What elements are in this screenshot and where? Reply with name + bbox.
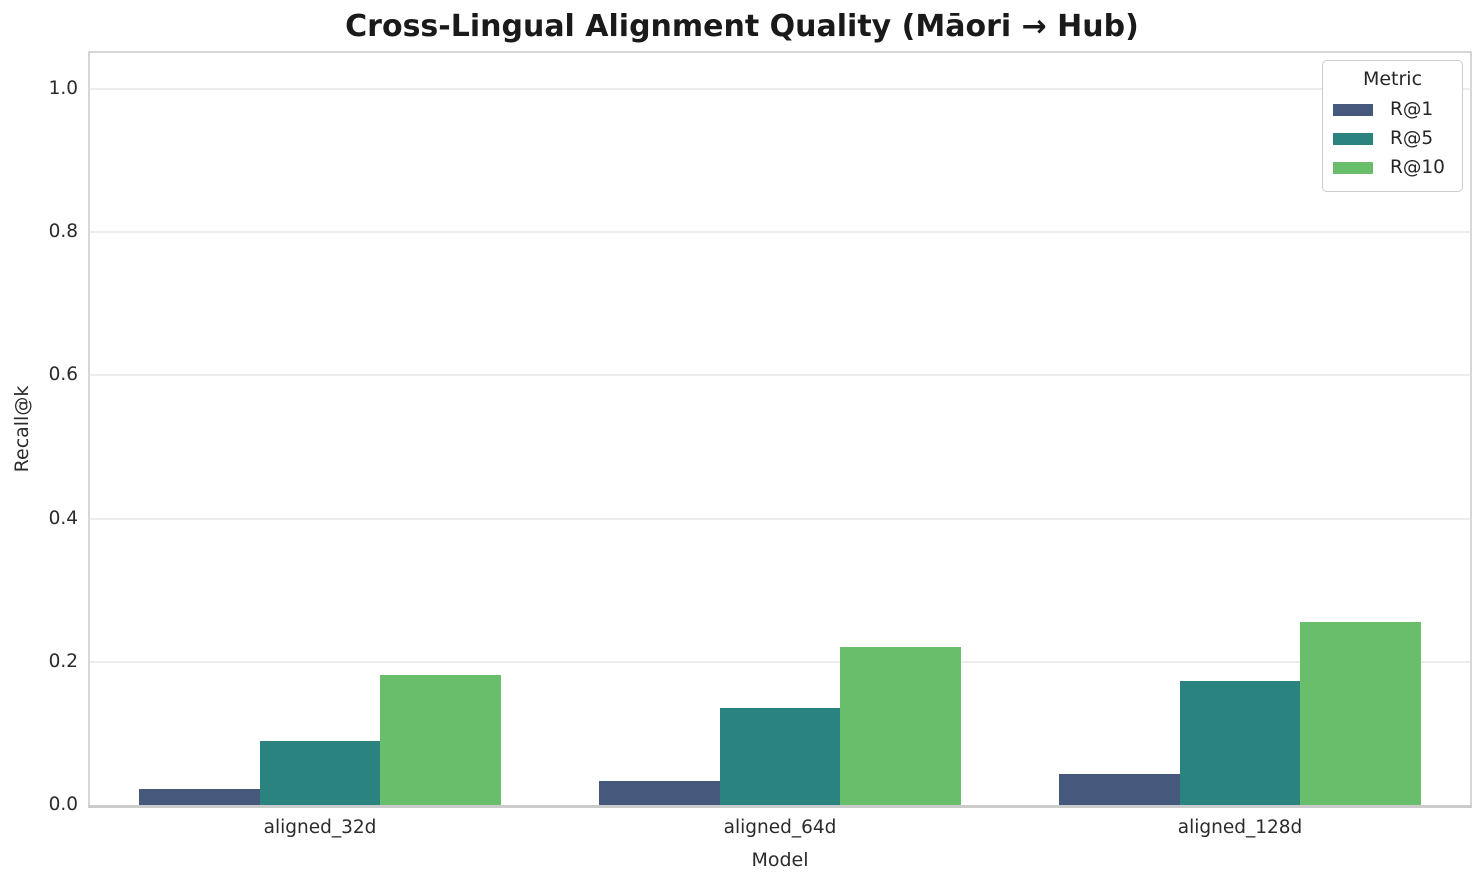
x-axis-label: Model — [751, 849, 809, 871]
bar-R@10-aligned_128d — [1300, 622, 1421, 805]
x-tick-label-aligned_64d: aligned_64d — [723, 817, 837, 838]
bar-R@1-aligned_64d — [599, 780, 720, 805]
bar-R@10-aligned_32d — [380, 675, 501, 805]
chart-title: Cross-Lingual Alignment Quality (Māori →… — [345, 9, 1139, 44]
legend-label: R@1 — [1390, 99, 1434, 120]
bar-R@5-aligned_64d — [719, 707, 841, 805]
gridline-0.4 — [90, 517, 1470, 520]
x-tick-label-aligned_32d: aligned_32d — [263, 817, 377, 838]
bar-R@5-aligned_128d — [1179, 681, 1301, 805]
y-tick-label: 0.2 — [48, 650, 78, 672]
y-tick-label: 0.0 — [48, 794, 78, 815]
legend-swatch-R@5 — [1333, 133, 1373, 145]
y-axis-label: Recall@k — [11, 385, 33, 473]
legend-item-R@1: R@1 — [1323, 96, 1462, 125]
legend: Metric R@1 R@5 R@10 — [1322, 60, 1463, 192]
legend-title: Metric — [1362, 68, 1423, 90]
x-tick-label-aligned_128d: aligned_128d — [1177, 817, 1303, 838]
legend-items: R@1 R@5 R@10 — [1323, 96, 1462, 183]
legend-label: R@10 — [1390, 157, 1445, 178]
plot-area — [88, 51, 1472, 808]
plot-spine-top — [90, 51, 1470, 53]
bar-R@10-aligned_64d — [840, 646, 961, 805]
y-tick-label: 0.4 — [48, 507, 78, 529]
legend-item-R@5: R@5 — [1323, 125, 1462, 154]
y-tick-label: 1.0 — [48, 77, 78, 99]
gridline-1 — [90, 87, 1470, 90]
y-tick-label: 0.8 — [48, 221, 78, 243]
bar-R@1-aligned_32d — [139, 789, 260, 805]
legend-item-R@10: R@10 — [1323, 154, 1462, 183]
plot-spine-left — [88, 51, 90, 805]
plot-spine-right — [1470, 51, 1472, 805]
legend-label: R@5 — [1390, 128, 1434, 149]
bar-R@1-aligned_128d — [1059, 773, 1180, 805]
legend-swatch-R@10 — [1333, 162, 1373, 174]
gridline-0.2 — [90, 660, 1470, 663]
bar-R@5-aligned_32d — [259, 741, 381, 805]
gridline-0.8 — [90, 231, 1470, 234]
x-axis-line — [88, 805, 1472, 808]
y-tick-label: 0.6 — [48, 364, 78, 386]
gridline-0.6 — [90, 374, 1470, 377]
legend-swatch-R@1 — [1333, 104, 1373, 116]
